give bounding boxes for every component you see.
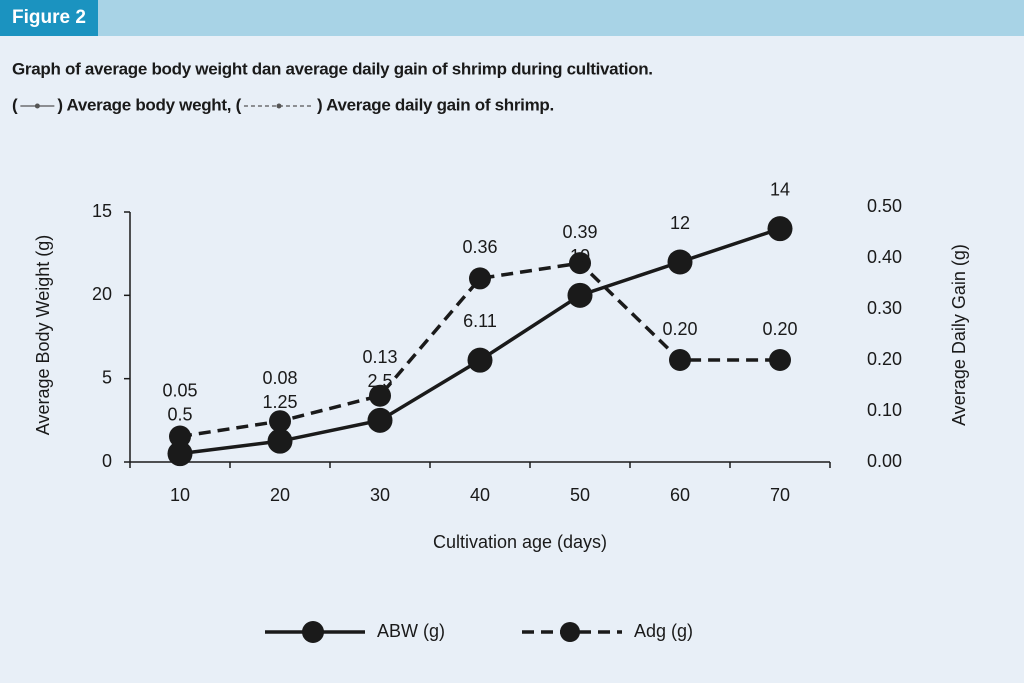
marker [769,349,791,371]
y-tick-label: 5 [102,367,112,387]
header-tag [0,0,98,36]
x-tick-label: 30 [370,485,390,505]
marker [367,407,393,433]
data-label: 0.08 [262,368,297,388]
marker [167,441,193,467]
marker [767,216,793,242]
caption-icon [276,103,282,109]
data-label: 0.05 [162,380,197,400]
marker [569,252,591,275]
marker [567,282,593,308]
y-tick-label: 20 [92,284,112,304]
y2-tick-label: 0.10 [867,400,902,420]
marker [369,384,391,407]
x-tick-label: 40 [470,485,490,505]
y-axis-title: Average Body Weight (g) [33,235,53,435]
y2-tick-label: 0.40 [867,247,902,267]
y2-tick-label: 0.00 [867,451,902,471]
data-label: 10 [570,246,590,266]
marker [667,249,693,275]
marker [169,425,191,448]
marker [269,410,291,433]
x-axis-title: Cultivation age (days) [433,532,607,552]
legend-marker [302,621,324,643]
x-tick-label: 20 [270,485,290,505]
y2-tick-label: 0.50 [867,196,902,216]
data-label: 1.25 [262,392,297,412]
legend-marker [560,622,580,642]
y2-tick-label: 0.30 [867,298,902,318]
marker [267,428,293,454]
legend-label: Adg (g) [634,621,693,641]
data-label: 2.5 [367,371,392,391]
data-label: 0.13 [362,347,397,367]
x-tick-label: 60 [670,485,690,505]
data-label: 0.20 [662,319,697,339]
x-tick-label: 70 [770,485,790,505]
data-label: 6.11 [463,311,497,331]
marker [669,349,691,371]
marker [467,347,493,373]
caption-line: ) Average body weght, ( [57,95,241,114]
data-label: 0.39 [562,222,597,242]
y2-tick-label: 0.20 [867,349,902,369]
y-tick-label: 15 [92,201,112,221]
data-label: 12 [670,213,690,233]
data-label: 0.5 [167,404,192,424]
x-tick-label: 10 [170,485,190,505]
legend-label: ABW (g) [377,621,445,641]
y-tick-label: 0 [102,451,112,471]
caption-line: ) Average daily gain of shrimp. [317,95,554,114]
y2-axis-title: Average Daily Gain (g) [949,244,969,426]
caption-line: ( [12,95,18,114]
x-tick-label: 50 [570,485,590,505]
header-label: Figure 2 [12,7,86,28]
data-label: 14 [770,179,790,199]
caption-icon [34,103,40,109]
header-bar [0,0,1024,36]
data-label: 0.20 [762,319,797,339]
marker [469,267,491,290]
caption-line: Graph of average body weight dan average… [12,59,653,78]
data-label: 0.36 [462,237,497,257]
